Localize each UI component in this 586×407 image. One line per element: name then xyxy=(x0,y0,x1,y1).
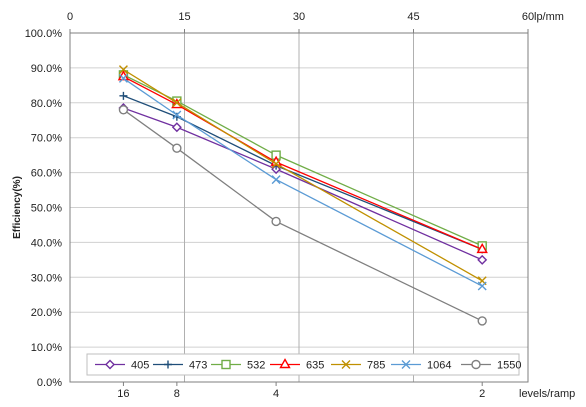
y-tick-label: 80.0% xyxy=(31,98,62,110)
data-point xyxy=(118,73,128,83)
y-tick-label: 90.0% xyxy=(31,63,62,75)
data-point xyxy=(477,316,487,326)
legend-label: 1550 xyxy=(497,360,521,372)
bottom-tick-label: 4 xyxy=(273,388,279,400)
y-tick-label: 70.0% xyxy=(31,133,62,145)
series-1064 xyxy=(118,73,487,291)
y-tick-label: 30.0% xyxy=(31,272,62,284)
plot-frame xyxy=(69,32,529,383)
legend-item: 1550 xyxy=(461,360,521,372)
legend-marker xyxy=(105,359,115,370)
series-405 xyxy=(118,103,488,265)
data-point xyxy=(271,175,281,185)
series-line xyxy=(123,107,483,261)
legend-marker xyxy=(279,358,291,369)
legend-label: 1064 xyxy=(427,360,451,372)
series-532 xyxy=(118,70,487,251)
legend-marker xyxy=(401,360,411,369)
series-1550 xyxy=(118,105,487,326)
legend-item: 635 xyxy=(270,358,324,372)
series-lines xyxy=(117,65,488,326)
data-point xyxy=(172,98,182,108)
y-tick-label: 0.0% xyxy=(37,377,62,389)
legend-label: 532 xyxy=(247,360,265,372)
legend-marker xyxy=(164,360,172,369)
legend-label: 473 xyxy=(189,360,207,372)
legend-label: 785 xyxy=(367,360,385,372)
gridlines xyxy=(70,33,528,382)
bottom-tick-label: 8 xyxy=(174,388,180,400)
data-point xyxy=(271,159,281,169)
series-line xyxy=(123,109,483,322)
legend-label: 635 xyxy=(306,360,324,372)
legend-item: 532 xyxy=(211,360,265,372)
bottom-tick-label: 2 xyxy=(479,388,485,400)
y-tick-label: 60.0% xyxy=(31,168,62,180)
legend: 405 473 532 635 785 1064 1550 xyxy=(86,353,521,376)
y-tick-label: 20.0% xyxy=(31,307,62,319)
data-point xyxy=(477,281,487,291)
legend-marker xyxy=(471,359,481,370)
bottom-tick-label: 16 xyxy=(117,388,129,400)
bottom-axis-label: levels/ramp xyxy=(519,388,575,400)
data-point xyxy=(119,91,128,100)
series-line xyxy=(123,95,483,250)
top-tick-label: 60 xyxy=(522,11,534,23)
series-line xyxy=(123,77,483,287)
data-point xyxy=(477,254,488,265)
data-point xyxy=(271,216,281,227)
y-tick-label: 50.0% xyxy=(31,203,62,215)
y-tick-label: 40.0% xyxy=(31,237,62,249)
data-point xyxy=(476,242,488,254)
series-785 xyxy=(118,65,487,286)
y-tick-label: 100.0% xyxy=(25,28,63,40)
top-tick-label: 15 xyxy=(178,11,190,23)
data-point xyxy=(118,105,129,115)
y-tick-label: 10.0% xyxy=(31,342,62,354)
legend-item: 785 xyxy=(331,360,385,372)
legend-item: 473 xyxy=(153,360,207,372)
top-axis-unit: lp/mm xyxy=(534,11,564,23)
legend-item: 1064 xyxy=(391,360,451,372)
data-point xyxy=(172,143,182,153)
top-tick-label: 45 xyxy=(407,11,419,23)
legend-label: 405 xyxy=(131,360,149,372)
series-line xyxy=(123,69,483,282)
legend-marker xyxy=(341,360,351,369)
series-line xyxy=(123,74,483,247)
legend-marker xyxy=(221,359,231,370)
data-point xyxy=(171,122,182,133)
axes: 0.0% 10.0% 20.0% 30.0% 40.0% 50.0% 60.0% 70.0% 8… xyxy=(25,11,576,400)
top-tick-label: 30 xyxy=(293,11,305,23)
legend-box xyxy=(86,353,520,376)
data-point xyxy=(172,110,182,120)
data-point xyxy=(118,65,128,75)
y-axis-title: Efficiency(%) xyxy=(12,176,23,239)
legend-item: 405 xyxy=(95,360,149,372)
top-tick-label: 0 xyxy=(67,11,73,23)
